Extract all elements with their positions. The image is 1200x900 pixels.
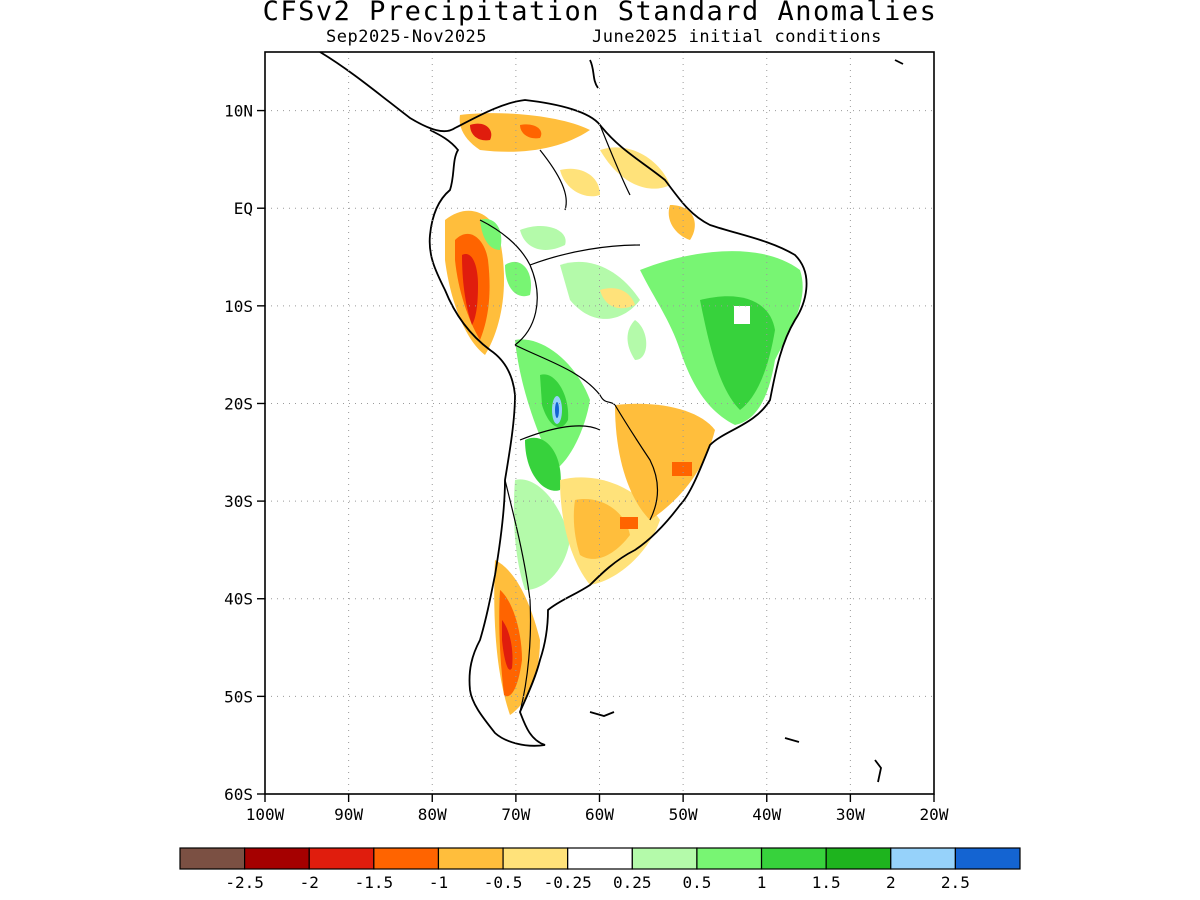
colorbar-swatch [890, 847, 956, 870]
colorbar-swatch [567, 847, 633, 870]
colorbar-label: 1.5 [812, 873, 841, 892]
x-tick-label: 40W [752, 805, 781, 824]
y-tick-label: EQ [234, 199, 253, 218]
colorbar-swatch [760, 847, 827, 870]
colorbar-swatch [696, 847, 763, 870]
y-tick-label: 20S [224, 394, 253, 413]
x-tick-label: 60W [585, 805, 614, 824]
country-borders [479, 124, 659, 713]
colorbar-swatch [373, 847, 440, 870]
y-tick-label: 30S [224, 492, 253, 511]
y-tick-label: 10S [224, 297, 253, 316]
colorbar-label: 2 [886, 873, 896, 892]
x-tick-label: 90W [334, 805, 363, 824]
x-tick-label: 20W [920, 805, 949, 824]
map-title: CFSv2 Precipitation Standard Anomalies [262, 0, 938, 27]
y-tick-label: 10N [224, 102, 253, 121]
colorbar-swatch [631, 847, 698, 870]
colorbar-label: -2 [300, 873, 319, 892]
anomaly-argentina-dry [573, 499, 630, 559]
colorbar-label: -2.5 [225, 873, 264, 892]
colorbar-swatch [244, 847, 310, 870]
y-tick-label: 40S [224, 590, 253, 609]
colorbar-swatch [179, 847, 246, 870]
coastline [319, 52, 904, 783]
colorbar-label: 2.5 [941, 873, 970, 892]
colorbar-swatch [954, 847, 1021, 870]
anomaly-ne-brazil-core [700, 296, 775, 410]
y-tick-label: 60S [224, 785, 253, 804]
subtitle-init: June2025 initial conditions [592, 27, 882, 47]
colorbar-label: 0.25 [613, 873, 652, 892]
anomaly-shading [445, 113, 803, 715]
colorbar-label: -0.5 [484, 873, 523, 892]
subtitle-period: Sep2025-Nov2025 [326, 27, 488, 47]
x-tick-label: 50W [669, 805, 698, 824]
x-tick-label: 80W [418, 805, 447, 824]
colorbar-label: -1.5 [355, 873, 394, 892]
colorbar-swatch [437, 847, 504, 870]
x-tick-label: 30W [836, 805, 865, 824]
colorbar-swatch [502, 847, 569, 870]
y-axis: 10N EQ 10S 20S 30S 40S 50S 60S [224, 102, 265, 804]
y-tick-label: 50S [224, 687, 253, 706]
x-axis: 100W 90W 80W 70W 60W 50W 40W 30W 20W [246, 794, 949, 824]
x-tick-label: 100W [246, 805, 285, 824]
colorbar-swatch [825, 847, 892, 870]
colorbar: -2.5 -2 -1.5 -1 -0.5 -0.25 0.25 0.5 1 1.5 2 2.5 [179, 847, 1021, 892]
colorbar-label: 1 [757, 873, 767, 892]
colorbar-label: -1 [429, 873, 448, 892]
colorbar-swatch [308, 847, 375, 870]
x-tick-label: 70W [501, 805, 530, 824]
anomaly-s-brazil-dry [615, 403, 715, 520]
colorbar-label: -0.25 [544, 873, 592, 892]
colorbar-label: 0.5 [682, 873, 711, 892]
